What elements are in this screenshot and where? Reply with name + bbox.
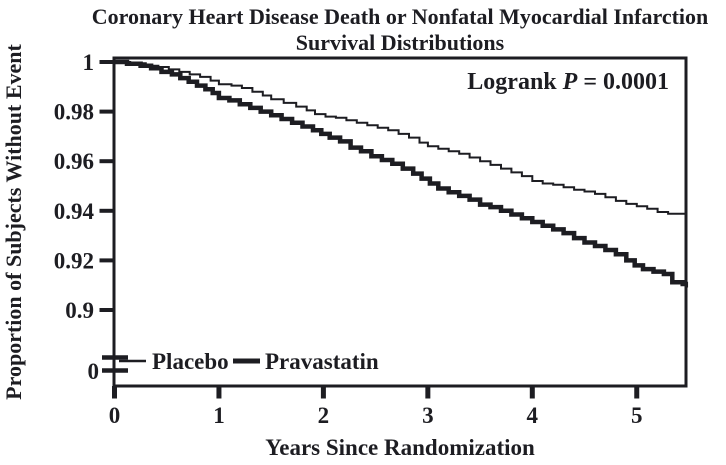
x-axis-ticks: 0 1 2 3 4 5 [109, 386, 643, 428]
y-axis-zero-label: 0 [88, 359, 100, 384]
x-axis-label: Years Since Randomization [265, 435, 535, 460]
y-tick-label: 1 [83, 50, 95, 75]
y-tick-label: 0.9 [65, 298, 94, 323]
logrank-prefix: Logrank [467, 69, 562, 95]
x-tick-label: 0 [109, 403, 121, 428]
pravastatin-legend-label: Pravastatin [265, 349, 379, 374]
y-tick-label: 0.98 [54, 100, 94, 125]
y-axis-break-marks [102, 355, 128, 373]
logrank-annotation: Logrank P = 0.0001 [467, 69, 669, 95]
y-axis-label: Proportion of Subjects Without Event [1, 43, 26, 399]
x-tick-label: 3 [422, 403, 434, 428]
placebo-legend-label: Placebo [152, 349, 229, 374]
x-tick-label: 2 [318, 403, 330, 428]
chart-title-line1: Coronary Heart Disease Death or Nonfatal… [92, 4, 709, 29]
plot-border [112, 56, 688, 388]
x-tick-label: 5 [631, 403, 643, 428]
y-tick-label: 0.94 [54, 199, 95, 224]
logrank-p-symbol: P [562, 69, 578, 95]
x-tick-label: 4 [527, 403, 539, 428]
y-tick-label: 0.92 [54, 248, 94, 273]
pravastatin-curve [114, 59, 689, 288]
logrank-value: = 0.0001 [577, 69, 669, 95]
chart-title-line2: Survival Distributions [296, 30, 505, 55]
y-tick-label: 0.96 [54, 149, 94, 174]
legend: Placebo Pravastatin [119, 349, 379, 374]
x-tick-label: 1 [213, 403, 225, 428]
y-axis-ticks: 1 0.98 0.96 0.94 0.92 0.9 [54, 50, 115, 323]
placebo-curve [114, 61, 687, 217]
